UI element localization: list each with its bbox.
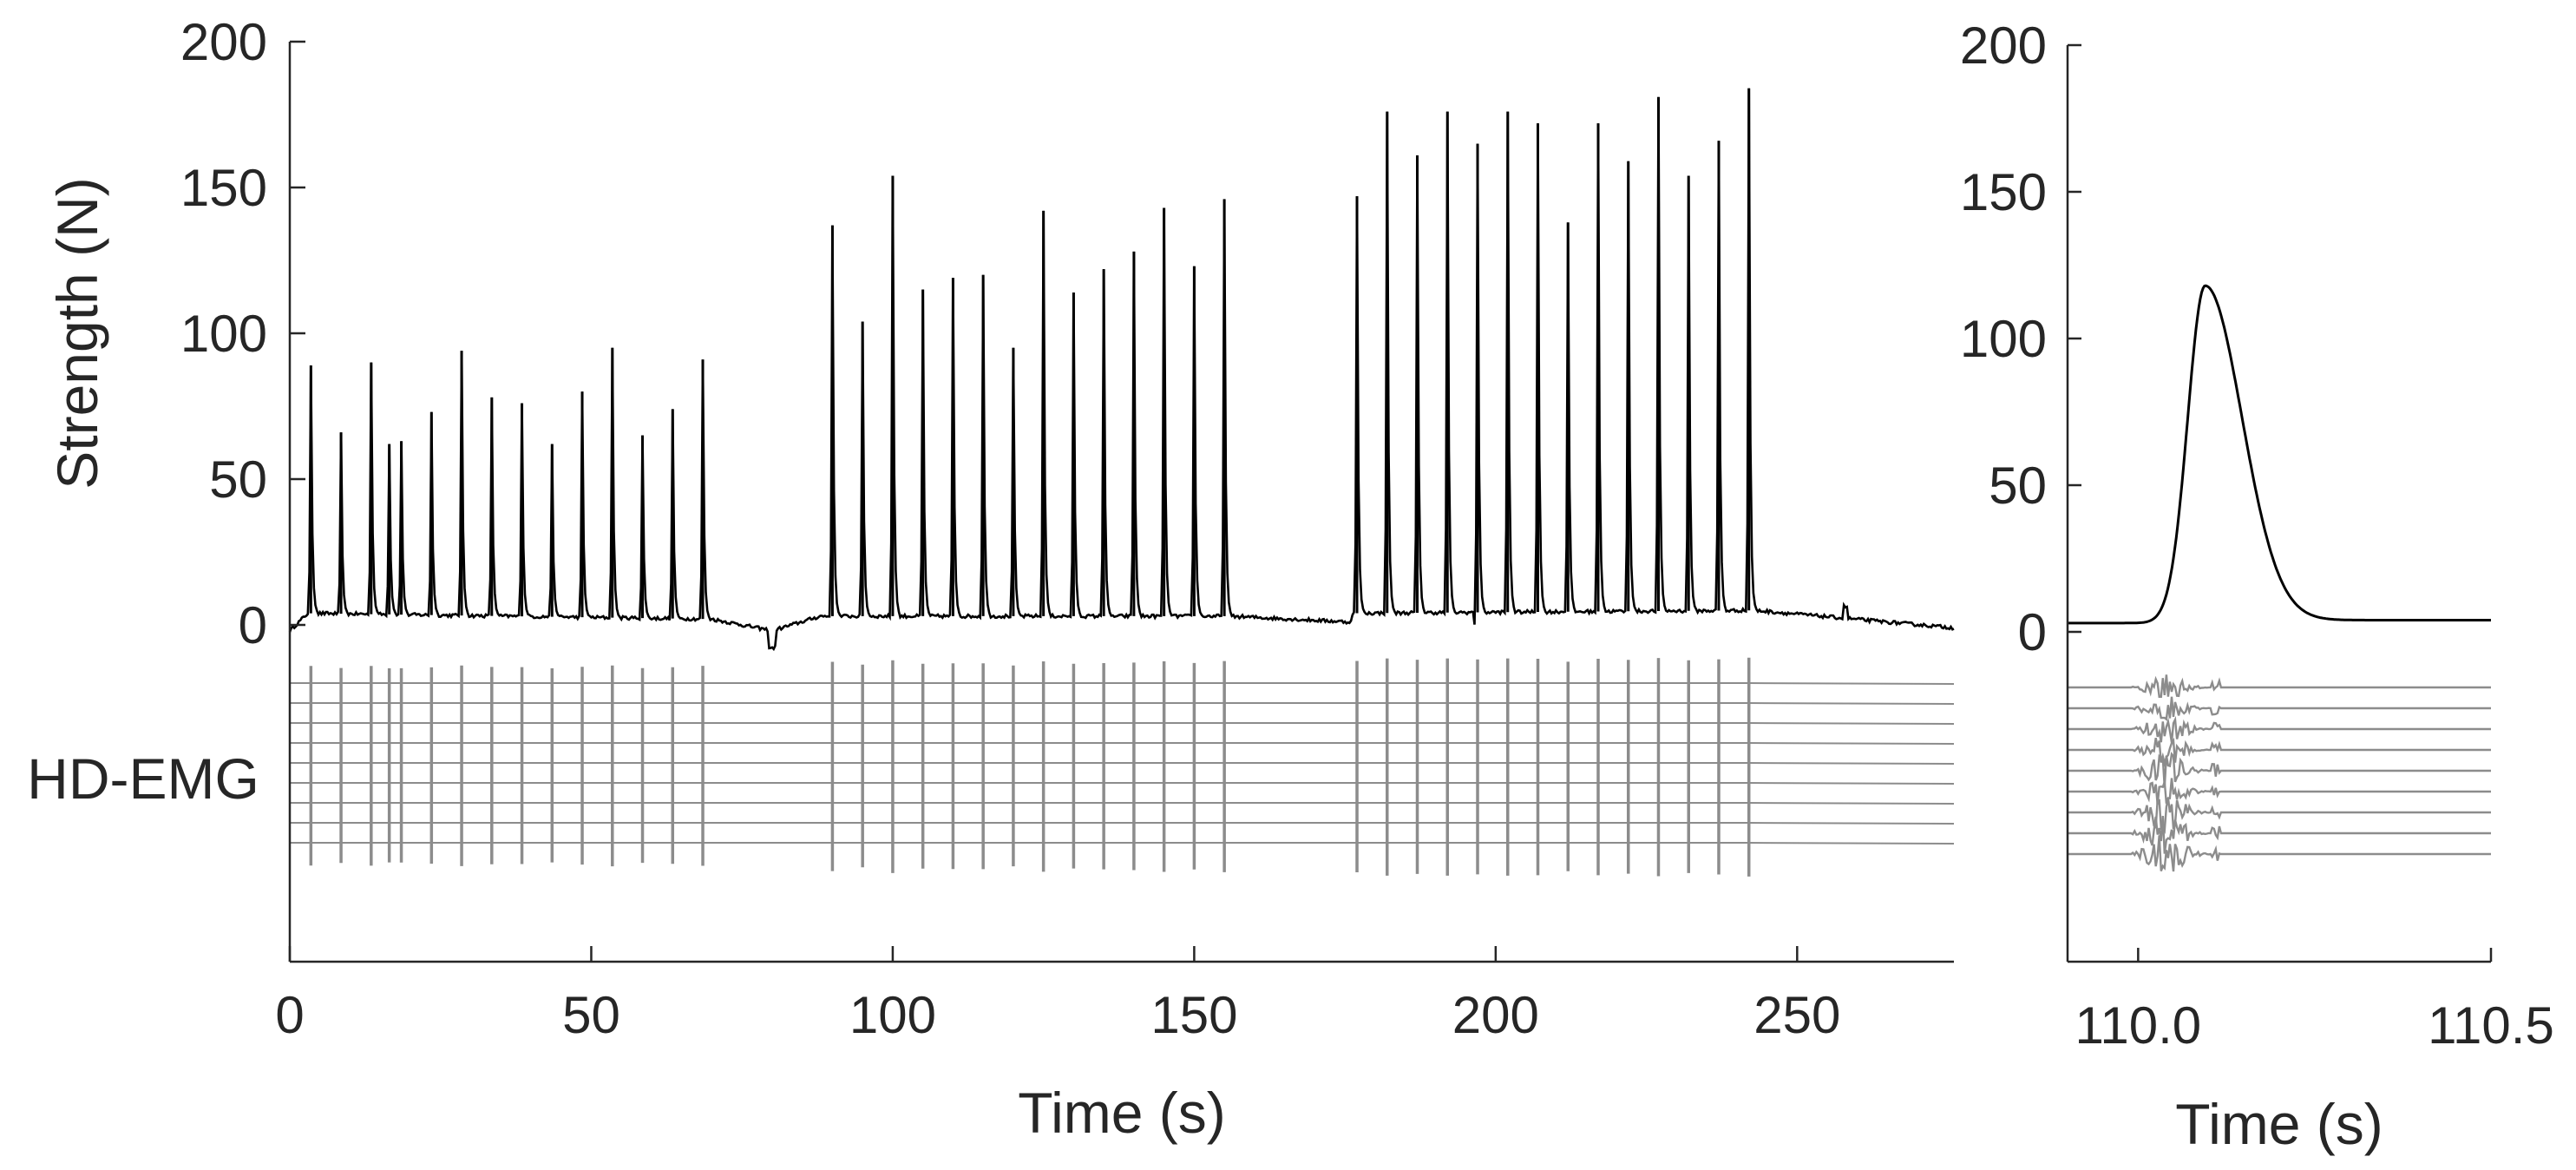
- zoom-y-tick-label: 50: [1989, 457, 2047, 515]
- zoom-emg-channel: [2068, 737, 2491, 767]
- main-emg-channel-tail: [1748, 762, 1955, 765]
- main-y-tick-label: 150: [180, 159, 267, 217]
- zoom-y-tick-label: 200: [1960, 16, 2047, 75]
- main-x-tick-label: 150: [1150, 986, 1237, 1044]
- main-x-tick-label: 50: [562, 986, 620, 1044]
- main-emg-channel-tail: [1748, 722, 1955, 725]
- main-emg-channel-tail: [1748, 702, 1955, 705]
- main-emg-channel-tail: [1748, 782, 1955, 785]
- zoom-emg-channel: [2068, 751, 2491, 787]
- main-emg-channel-tail: [1748, 842, 1955, 845]
- zoom-emg-channel: [2068, 715, 2491, 743]
- zoom-emg-channel: [2068, 835, 2491, 872]
- zoom-emg-channel: [2068, 696, 2491, 721]
- main-strength-trace: [288, 88, 1955, 652]
- zoom-panel: 0 50 100 150 200 110.0 110.5 Time (s): [1960, 16, 2554, 1156]
- main-emg-channel-tail: [1748, 822, 1955, 825]
- zoom-emg-channel: [2068, 778, 2491, 805]
- main-x-axis-label: Time (s): [1018, 1081, 1226, 1145]
- zoom-y-tick-label: 0: [2018, 603, 2047, 661]
- zoom-y-tick-label: 150: [1960, 163, 2047, 221]
- zoom-strength-trace: [2068, 284, 2491, 625]
- zoom-x-axis-label: Time (s): [2175, 1092, 2383, 1156]
- main-hd-emg-traces: [290, 657, 1955, 877]
- zoom-emg-channel: [2068, 815, 2491, 854]
- main-y-tick-label: 200: [180, 13, 267, 71]
- main-emg-channel-tail: [1748, 802, 1955, 805]
- main-strength-line: [288, 88, 1955, 652]
- zoom-x-tick-label: 110.0: [2075, 996, 2201, 1055]
- hd-emg-label: HD-EMG: [27, 746, 259, 811]
- main-emg-channel-tail: [1748, 742, 1955, 745]
- main-y-tick-label: 0: [239, 596, 267, 654]
- zoom-emg-channel: [2068, 798, 2491, 835]
- main-y-tick-label: 50: [209, 450, 267, 509]
- zoom-strength-line: [2068, 284, 2491, 625]
- zoom-emg-channel: [2068, 674, 2491, 698]
- main-x-tick-label: 250: [1753, 986, 1840, 1044]
- zoom-hd-emg-traces: [2068, 674, 2491, 872]
- main-x-tick-label: 100: [849, 986, 936, 1044]
- zoom-x-tick-label: 110.5: [2428, 996, 2554, 1055]
- main-x-tick-label: 0: [275, 986, 304, 1044]
- zoom-axes: 0 50 100 150 200 110.0 110.5: [1960, 16, 2554, 1055]
- main-axes: 0 50 100 150 200 0 50 100 150 200 250: [180, 13, 1954, 1044]
- main-y-axis-label: Strength (N): [45, 177, 109, 489]
- main-emg-channel-tail: [1748, 682, 1955, 685]
- main-x-tick-label: 200: [1452, 986, 1539, 1044]
- main-y-tick-label: 100: [180, 305, 267, 363]
- zoom-y-tick-label: 100: [1960, 310, 2047, 368]
- main-panel: 0 50 100 150 200 0 50 100 150 200 250 Strength (N)…: [27, 13, 1955, 1145]
